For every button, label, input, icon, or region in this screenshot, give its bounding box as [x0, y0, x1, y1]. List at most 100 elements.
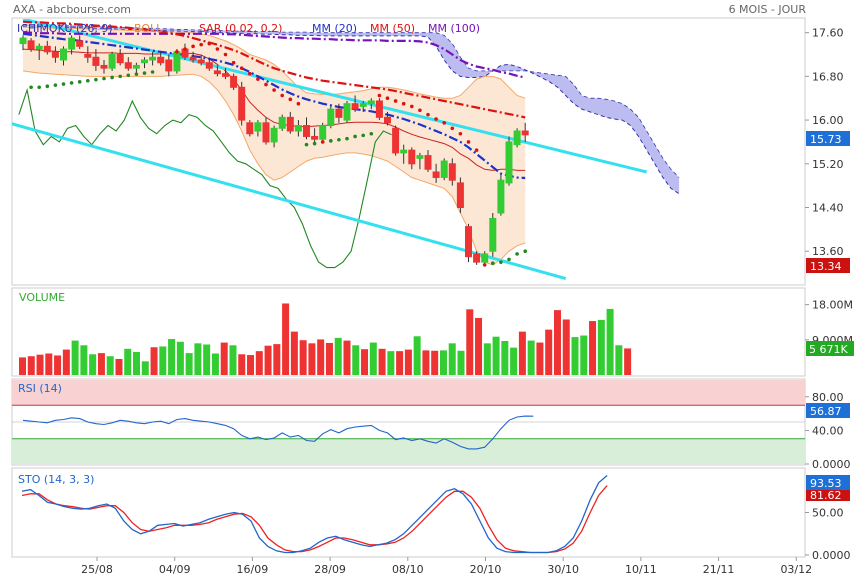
candle-body	[189, 56, 197, 61]
rsi-overbought-zone	[12, 380, 805, 406]
sar-dot	[418, 108, 422, 113]
low-price-badge: 13.34	[806, 258, 850, 273]
sar-dot	[523, 249, 527, 254]
candle-body	[197, 59, 205, 64]
sar-dot	[312, 141, 317, 146]
legend-sar: SAR (0.02, 0.2)	[199, 22, 282, 35]
volume-bar	[45, 353, 53, 375]
candle-body	[230, 75, 238, 88]
sar-dot	[450, 126, 455, 131]
rsi-oversold-zone	[12, 438, 805, 464]
sar-dot	[369, 131, 374, 136]
volume-bar	[624, 348, 632, 375]
sto-layer	[21, 475, 608, 554]
volume-bar	[159, 346, 167, 375]
candle-body	[416, 155, 424, 159]
sar-dot	[515, 252, 519, 256]
candle-body	[505, 141, 513, 184]
volume-bar	[133, 351, 141, 375]
volume-bar	[589, 321, 597, 375]
sar-dot	[474, 148, 479, 152]
candle-body	[481, 253, 489, 263]
price-panel-frame	[11, 17, 806, 286]
volume-bar	[89, 354, 97, 375]
svg-text:13.34: 13.34	[810, 260, 842, 273]
volume-bar	[36, 354, 44, 375]
rsi-title: RSI (14)	[18, 382, 62, 395]
sto-k-line	[21, 475, 608, 554]
price-y-tick-label: 15.20	[812, 158, 844, 171]
volume-bar	[501, 340, 509, 375]
rsi-y-tick-label: 80.00	[812, 391, 844, 404]
sar-dot	[264, 82, 268, 87]
volume-bar	[150, 347, 158, 375]
x-tick-label: 30/10	[547, 563, 579, 576]
rsi-layer	[12, 380, 805, 464]
volume-bar	[80, 345, 88, 375]
candle-body	[254, 122, 262, 132]
axes-layer: 17.6016.8016.0015.2014.4013.6018.00M9.00…	[81, 27, 853, 576]
price-y-tick-label: 16.80	[812, 70, 844, 83]
volume-bar	[71, 340, 79, 375]
volume-bar	[168, 339, 176, 375]
x-tick-label: 04/09	[159, 563, 191, 576]
candle-body	[489, 217, 497, 252]
sar-dot	[248, 71, 252, 76]
volume-bar	[545, 329, 553, 375]
volume-bar	[343, 340, 351, 375]
legend-mm20: MM (20)	[312, 22, 357, 35]
candle-body	[27, 40, 35, 50]
volume-bar	[553, 310, 561, 375]
sar-dot	[231, 60, 236, 65]
sar-dot	[280, 93, 285, 98]
ichimoku-cloud	[23, 24, 680, 194]
svg-text:15.73: 15.73	[810, 133, 842, 146]
candle-body	[408, 149, 416, 165]
x-tick-label: 20/10	[470, 563, 502, 576]
sto-y-tick-label: 50.00	[812, 507, 844, 520]
sar-dot	[304, 142, 309, 147]
volume-bar	[334, 337, 342, 375]
sar-dot	[466, 140, 471, 144]
sar-dot	[126, 73, 131, 78]
volume-bar	[97, 353, 105, 375]
sto-panel-frame	[11, 467, 806, 558]
volume-bar	[264, 345, 272, 375]
price-y-tick-label: 17.60	[812, 27, 844, 40]
sar-dot	[482, 263, 487, 267]
candle-body	[294, 125, 302, 132]
volume-bar	[396, 351, 404, 375]
candle-body	[157, 56, 165, 64]
candle-body	[108, 54, 116, 69]
candle-body	[222, 73, 229, 77]
sar-dot	[77, 80, 82, 84]
mm20-line	[22, 32, 526, 180]
x-tick-label: 25/08	[81, 563, 113, 576]
candle-body	[335, 108, 343, 118]
candle-body	[311, 135, 319, 140]
volume-bar	[439, 350, 447, 375]
volume-bar	[308, 343, 316, 375]
volume-bar	[404, 349, 412, 375]
volume-bar	[194, 343, 202, 375]
mm100-line	[23, 31, 526, 79]
volume-bar	[361, 349, 369, 375]
volume-bar	[527, 340, 535, 375]
price-layer	[12, 19, 680, 280]
volume-bar	[606, 308, 614, 375]
volume-bar	[431, 350, 439, 375]
svg-text:81.62: 81.62	[810, 489, 842, 502]
candle-body	[359, 103, 367, 107]
price-legend: ICHIMOKU (26, 9) BOLL SAR (0.02, 0.2) MM…	[17, 22, 480, 35]
volume-bar	[176, 341, 184, 375]
candle-body	[43, 45, 51, 53]
sar-dot	[410, 104, 414, 109]
volume-bar	[369, 342, 377, 375]
volume-y-tick-label: 18.00M	[812, 299, 853, 312]
sar-dot	[426, 112, 430, 117]
price-y-tick-label: 13.60	[812, 245, 844, 258]
candle-body	[367, 100, 375, 105]
sar-dot	[142, 71, 147, 75]
volume-bar	[255, 351, 263, 375]
sar-dot	[337, 137, 341, 142]
